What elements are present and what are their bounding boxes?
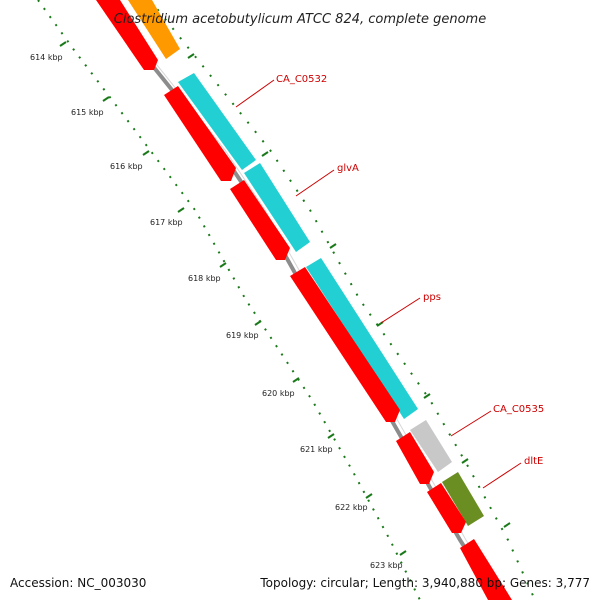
red-cds-6[interactable] — [427, 483, 466, 533]
gene-label-dlte[interactable]: dltE — [524, 456, 543, 467]
red-cds-1[interactable] — [96, 0, 158, 70]
kbp-label-615: 615 kbp — [71, 108, 104, 117]
gray-feature-ca-c0535[interactable] — [410, 420, 452, 472]
leader-ca-c0532 — [235, 79, 275, 108]
red-cds-7[interactable] — [460, 539, 512, 600]
gene-label-ca-c0532[interactable]: CA_C0532 — [276, 74, 327, 85]
major-ticks-outer — [187, 53, 511, 528]
kbp-label-617: 617 kbp — [150, 218, 183, 227]
leader-ca-c0535 — [450, 410, 492, 437]
leader-pps — [380, 297, 421, 324]
cyan-feature-pps[interactable] — [306, 258, 418, 419]
kbp-label-616: 616 kbp — [110, 162, 143, 171]
kbp-label-620: 620 kbp — [262, 389, 295, 398]
gene-label-glva[interactable]: glvA — [337, 163, 359, 174]
map-title: Clostridium acetobutylicum ATCC 824, com… — [114, 12, 486, 27]
red-cds-2[interactable] — [164, 86, 236, 181]
cyan-feature-glva[interactable] — [244, 163, 310, 252]
orange-feature[interactable] — [128, 0, 180, 59]
major-ticks-inner — [59, 41, 407, 556]
gene-label-ca-c0535[interactable]: CA_C0535 — [493, 404, 544, 415]
red-cds-5[interactable] — [396, 432, 434, 484]
topology-text: Topology: circular; Length: 3,940,880 bp… — [259, 576, 590, 590]
kbp-label-623: 623 kbp — [370, 561, 403, 570]
accession-text: Accession: NC_003030 — [10, 576, 146, 590]
leader-glva — [295, 169, 335, 197]
kbp-label-622: 622 kbp — [335, 503, 368, 512]
red-cds-3[interactable] — [230, 180, 290, 260]
kbp-label-619: 619 kbp — [226, 331, 259, 340]
kbp-label-618: 618 kbp — [188, 274, 221, 283]
kbp-label-614: 614 kbp — [30, 53, 63, 62]
gene-label-pps[interactable]: pps — [423, 292, 441, 303]
cyan-feature-ca-c0532[interactable] — [178, 73, 256, 170]
leader-dlte — [482, 462, 522, 489]
olive-feature-dlte[interactable] — [442, 472, 484, 526]
kbp-label-621: 621 kbp — [300, 445, 333, 454]
red-cds-4[interactable] — [290, 267, 400, 422]
